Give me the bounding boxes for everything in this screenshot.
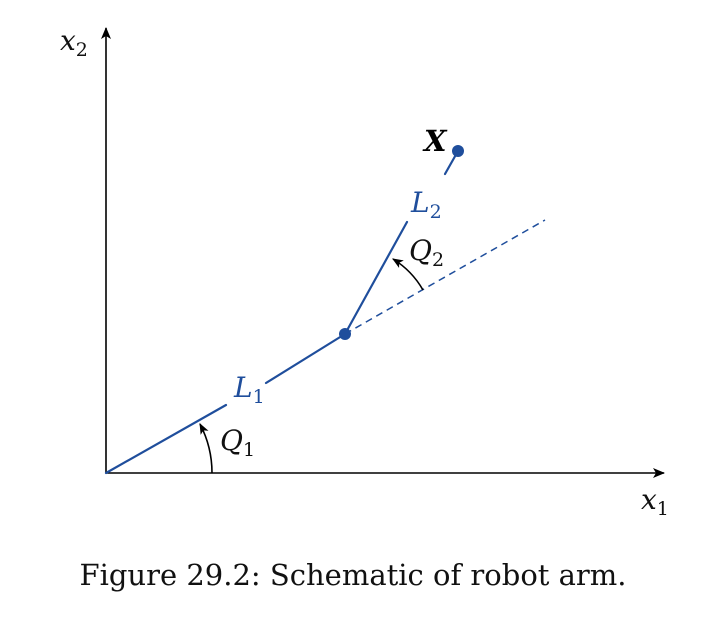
link-1-label: L1: [233, 371, 265, 408]
link-2-segment-lower: [343, 220, 409, 336]
angle-2-label: Q2: [409, 234, 444, 271]
end-effector-label: X: [422, 124, 448, 158]
x-axis-label: x1: [641, 483, 669, 520]
link-1-segment-lower: [104, 403, 228, 475]
angle-2-arc: [392, 258, 424, 291]
figure-caption: Figure 29.2: Schematic of robot arm.: [79, 558, 627, 592]
robot-arm-diagram: x1 x2 L1 L2 Q1 Q2 X: [60, 24, 669, 520]
link-2-label: L2: [410, 186, 442, 223]
angle-1-label: Q1: [220, 424, 255, 461]
link-1-segment-upper: [264, 332, 347, 385]
y-axis-label: x2: [60, 24, 88, 61]
angle-1-arc: [199, 423, 213, 474]
end-effector-point: [452, 145, 464, 157]
elbow-joint: [339, 328, 351, 340]
link-1-extension: [344, 219, 546, 335]
